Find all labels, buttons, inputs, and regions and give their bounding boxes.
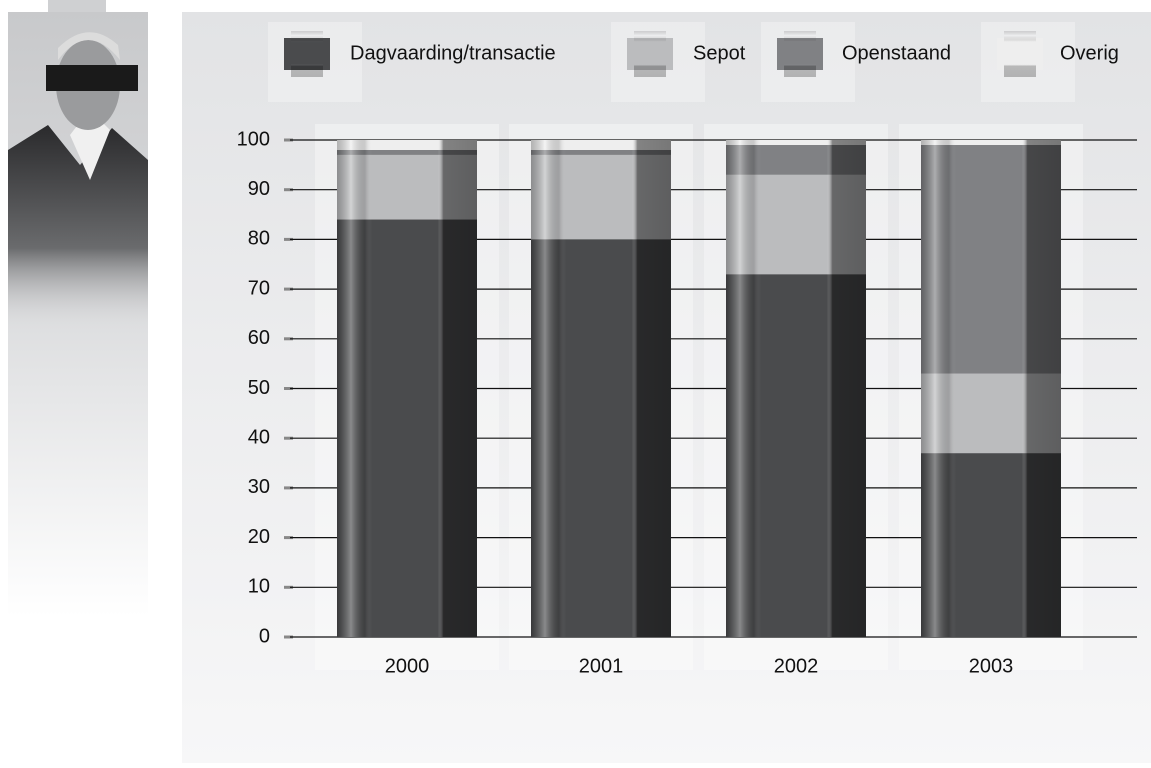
legend-swatch-shading <box>291 31 323 77</box>
bar-shading <box>531 140 671 637</box>
y-tick-label: 90 <box>248 178 270 200</box>
legend-label: Dagvaarding/transactie <box>350 42 556 64</box>
y-tick-label: 0 <box>259 625 270 647</box>
photo <box>8 0 148 617</box>
y-tick-label: 60 <box>248 327 270 349</box>
y-tick-label: 10 <box>248 576 270 598</box>
legend: Dagvaarding/transactie Sepot Openstaand Ove… <box>268 22 1119 102</box>
legend-label: Sepot <box>693 42 746 64</box>
y-tick-label: 70 <box>248 277 270 299</box>
legend-label: Overig <box>1060 42 1119 64</box>
bar-shading <box>726 140 866 637</box>
legend-swatch-shading <box>634 31 666 77</box>
y-tick-label: 40 <box>248 426 270 448</box>
y-tick-label: 20 <box>248 526 270 548</box>
legend-label: Openstaand <box>842 42 951 64</box>
x-tick-label: 2000 <box>385 655 430 677</box>
bar-shading <box>337 140 477 637</box>
x-tick-label: 2002 <box>774 655 819 677</box>
y-tick-label: 100 <box>237 128 270 150</box>
legend-swatch-shading <box>1004 31 1036 77</box>
legend-swatch-shading <box>784 31 816 77</box>
x-tick-label: 2003 <box>969 655 1014 677</box>
y-tick-label: 50 <box>248 377 270 399</box>
x-tick-label: 2001 <box>579 655 624 677</box>
bar-shading <box>921 140 1061 637</box>
y-tick-label: 30 <box>248 476 270 498</box>
y-tick-label: 80 <box>248 228 270 250</box>
